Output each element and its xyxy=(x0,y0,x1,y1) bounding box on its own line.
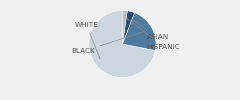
Wedge shape xyxy=(89,10,155,78)
Text: WHITE: WHITE xyxy=(74,22,100,59)
Text: BLACK: BLACK xyxy=(71,32,144,54)
Wedge shape xyxy=(122,10,127,44)
Text: HISPANIC: HISPANIC xyxy=(126,18,180,50)
Wedge shape xyxy=(122,13,156,50)
Text: ASIAN: ASIAN xyxy=(132,19,169,40)
Wedge shape xyxy=(122,11,135,44)
